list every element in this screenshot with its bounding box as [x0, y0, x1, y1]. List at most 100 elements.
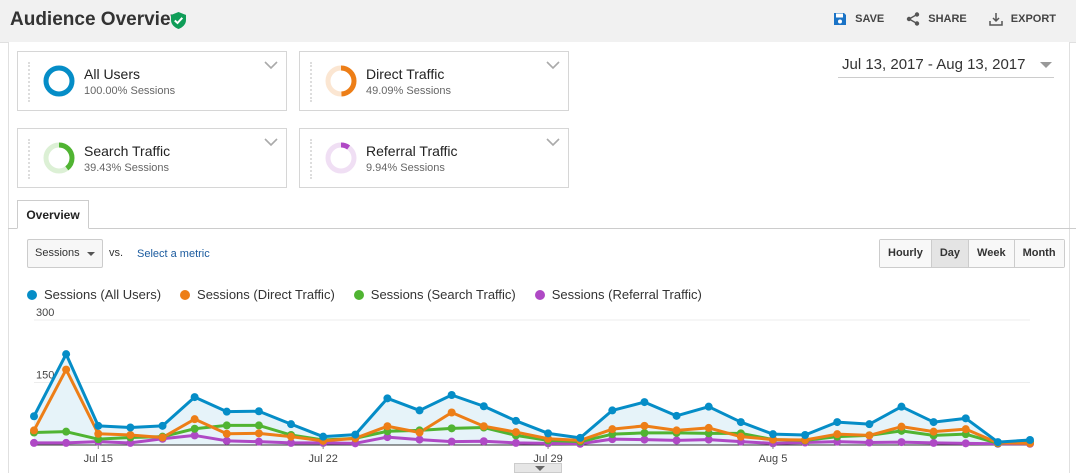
export-icon: [989, 13, 1003, 26]
drag-handle[interactable]: [310, 139, 315, 179]
segment-card-referral-traffic[interactable]: Referral Traffic 9.94% Sessions: [299, 128, 569, 188]
segment-share: 100.00% Sessions: [84, 85, 176, 97]
series-line: [32, 352, 1031, 444]
granularity-toggle: Hourly Day Week Month: [879, 239, 1065, 268]
date-range-picker[interactable]: Jul 13, 2017 - Aug 13, 2017: [838, 56, 1054, 78]
data-point: [704, 423, 713, 432]
data-point: [190, 431, 199, 440]
data-point: [640, 428, 649, 437]
data-point: [897, 402, 906, 411]
segment-share: 39.43% Sessions: [84, 162, 169, 174]
data-point: [287, 438, 296, 447]
data-point: [447, 391, 456, 399]
vs-label: vs.: [109, 247, 124, 259]
granularity-month-button[interactable]: Month: [1014, 240, 1064, 267]
granularity-hourly-button[interactable]: Hourly: [880, 240, 932, 267]
data-point: [961, 425, 970, 434]
data-point: [929, 427, 938, 436]
y-tick-label: 300: [36, 308, 54, 319]
share-label: SHARE: [928, 13, 967, 25]
data-point: [415, 428, 424, 437]
chevron-down-icon[interactable]: [546, 137, 560, 147]
data-point: [383, 433, 392, 442]
sessions-line-chart: 300 150 Jul 15 Jul 22 Jul 29 Aug 5: [30, 308, 1034, 465]
legend-dot: [180, 289, 191, 300]
data-point: [961, 414, 970, 423]
save-button[interactable]: SAVE: [833, 12, 884, 26]
export-button[interactable]: EXPORT: [989, 12, 1056, 26]
export-label: EXPORT: [1010, 13, 1056, 25]
metric-select[interactable]: Sessions: [27, 239, 103, 268]
segment-name: Direct Traffic: [366, 66, 445, 82]
legend-dot: [353, 289, 364, 300]
save-icon: [834, 13, 847, 25]
data-point: [415, 406, 424, 415]
data-point: [768, 430, 777, 439]
data-point: [254, 437, 263, 446]
date-range-label: Jul 13, 2017 - Aug 13, 2017: [842, 56, 1026, 73]
data-point: [254, 421, 263, 430]
top-bar: Audience Overview SAVE SHARE EXPO: [0, 0, 1076, 43]
segment-ring-icon: [325, 65, 357, 97]
y-tick-label: 150: [36, 370, 54, 382]
data-point: [801, 431, 810, 439]
chart-range-handle[interactable]: [514, 463, 562, 473]
data-point: [672, 436, 681, 445]
data-point: [672, 411, 681, 420]
data-point: [447, 437, 456, 446]
data-point: [736, 418, 745, 427]
legend-item[interactable]: Sessions (All Users): [27, 287, 161, 302]
segment-card-all-users[interactable]: All Users 100.00% Sessions: [17, 51, 287, 111]
share-button[interactable]: SHARE: [906, 12, 967, 26]
data-point: [447, 408, 456, 417]
data-point: [640, 435, 649, 444]
series-line: [32, 368, 1031, 445]
caret-down-icon: [87, 252, 95, 256]
drag-handle[interactable]: [310, 62, 315, 102]
data-point: [704, 402, 713, 411]
data-point: [319, 432, 328, 441]
granularity-week-button[interactable]: Week: [969, 240, 1015, 267]
segment-card-search-traffic[interactable]: Search Traffic 39.43% Sessions: [17, 128, 287, 188]
chevron-down-icon[interactable]: [264, 60, 278, 70]
data-point: [447, 424, 456, 433]
segment-ring-icon: [43, 142, 75, 174]
data-point: [544, 429, 553, 438]
data-point: [511, 428, 520, 437]
data-point: [30, 412, 38, 421]
page-title: Audience Overview: [10, 9, 186, 30]
data-point: [640, 421, 649, 430]
segment-name: Search Traffic: [84, 143, 171, 159]
tab-divider: [8, 228, 1076, 229]
chevron-down-icon[interactable]: [264, 137, 278, 147]
select-metric-link[interactable]: Select a metric: [137, 248, 210, 260]
granularity-day-button[interactable]: Day: [931, 240, 970, 267]
tab-overview[interactable]: Overview: [17, 200, 89, 229]
segment-share: 9.94% Sessions: [366, 162, 445, 174]
data-point: [672, 426, 681, 435]
data-point: [190, 424, 199, 433]
data-point: [608, 406, 617, 415]
data-point: [287, 420, 296, 429]
drag-handle[interactable]: [28, 62, 33, 102]
data-point: [287, 432, 296, 441]
data-point: [30, 438, 38, 447]
data-point: [62, 365, 71, 374]
legend-item[interactable]: Sessions (Referral Traffic): [534, 287, 702, 302]
data-point: [158, 433, 167, 442]
data-point: [1026, 436, 1034, 444]
data-point: [254, 407, 263, 416]
legend-item[interactable]: Sessions (Search Traffic): [353, 287, 516, 302]
segment-ring-icon: [43, 65, 75, 97]
drag-handle[interactable]: [28, 139, 33, 179]
chevron-down-icon[interactable]: [546, 60, 560, 70]
legend-item[interactable]: Sessions (Direct Traffic): [180, 287, 335, 302]
data-point: [993, 438, 1002, 447]
data-point: [94, 421, 103, 430]
legend-label: Sessions (Search Traffic): [370, 287, 516, 302]
save-label: SAVE: [855, 13, 885, 25]
segment-card-direct-traffic[interactable]: Direct Traffic 49.09% Sessions: [299, 51, 569, 111]
segment-name: All Users: [84, 66, 141, 82]
legend-label: Sessions (Direct Traffic): [197, 287, 335, 302]
data-point: [190, 415, 199, 424]
